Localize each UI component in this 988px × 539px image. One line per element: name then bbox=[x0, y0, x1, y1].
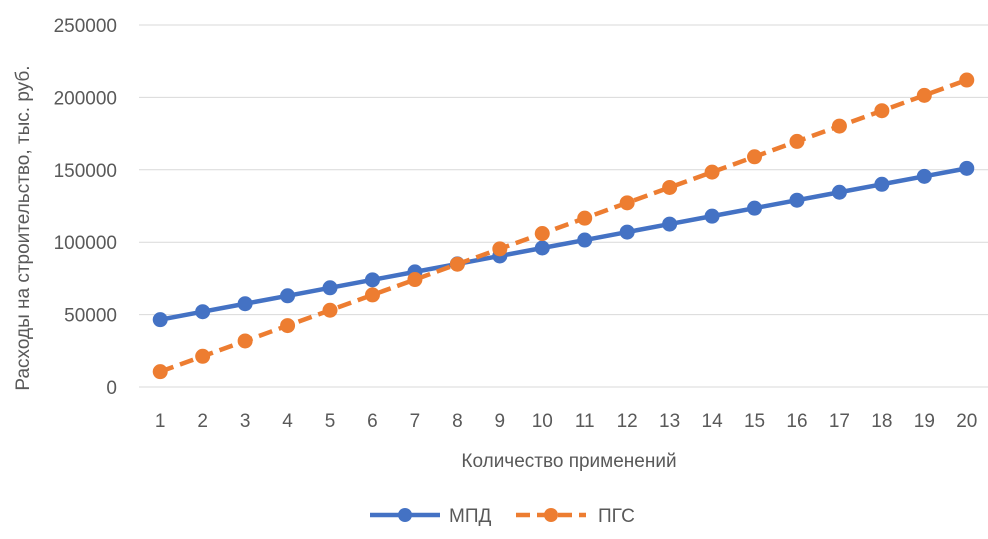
x-tick-label: 2 bbox=[197, 411, 208, 432]
data-point bbox=[619, 224, 635, 240]
data-point bbox=[789, 133, 805, 149]
data-point bbox=[364, 287, 380, 303]
data-point bbox=[577, 210, 593, 226]
data-point bbox=[747, 149, 763, 165]
data-point bbox=[195, 304, 211, 320]
data-point bbox=[364, 272, 380, 288]
legend-label-2: ПГС bbox=[598, 506, 635, 527]
x-tick-label: 15 bbox=[744, 411, 765, 432]
data-point bbox=[747, 200, 763, 216]
x-tick-label: 9 bbox=[495, 411, 506, 432]
x-tick-label: 8 bbox=[452, 411, 463, 432]
data-point bbox=[237, 333, 253, 349]
data-point bbox=[959, 160, 975, 176]
x-tick-label: 16 bbox=[786, 411, 807, 432]
data-point bbox=[492, 241, 508, 257]
data-point bbox=[662, 179, 678, 195]
legend-marker-1 bbox=[398, 508, 412, 522]
series-layer bbox=[152, 72, 975, 380]
legend: МПД ПГС bbox=[370, 506, 635, 527]
y-tick-label: 200000 bbox=[54, 88, 117, 109]
gridlines bbox=[139, 24, 988, 316]
y-axis-ticks: 0 50000 100000 150000 200000 250000 bbox=[54, 16, 117, 399]
data-point bbox=[280, 318, 296, 334]
data-point bbox=[322, 302, 338, 318]
y-tick-label: 50000 bbox=[64, 306, 117, 327]
data-point bbox=[831, 118, 847, 134]
data-point bbox=[534, 226, 550, 242]
x-tick-label: 17 bbox=[829, 411, 850, 432]
data-point bbox=[322, 280, 338, 296]
data-point bbox=[449, 256, 465, 272]
data-point bbox=[407, 272, 423, 288]
x-axis-label: Количество применений bbox=[461, 451, 676, 472]
y-tick-label: 150000 bbox=[54, 161, 117, 182]
x-tick-label: 4 bbox=[282, 411, 293, 432]
x-tick-label: 11 bbox=[575, 411, 595, 432]
x-tick-label: 20 bbox=[956, 411, 977, 432]
y-tick-label: 250000 bbox=[54, 16, 117, 37]
data-point bbox=[619, 195, 635, 211]
data-point bbox=[704, 164, 720, 180]
data-point bbox=[874, 176, 890, 192]
data-point bbox=[789, 192, 805, 208]
y-axis-label: Расходы на строительство, тыс. руб. bbox=[13, 65, 34, 390]
x-tick-label: 13 bbox=[659, 411, 680, 432]
x-tick-label: 18 bbox=[871, 411, 892, 432]
data-point bbox=[152, 364, 168, 380]
data-point bbox=[704, 208, 720, 224]
data-point bbox=[916, 168, 932, 184]
data-point bbox=[662, 216, 678, 232]
data-point bbox=[874, 103, 890, 119]
legend-marker-2 bbox=[544, 508, 558, 522]
y-tick-label: 100000 bbox=[54, 233, 117, 254]
data-point bbox=[959, 72, 975, 88]
x-tick-label: 14 bbox=[702, 411, 724, 432]
data-point bbox=[831, 184, 847, 200]
data-point bbox=[534, 240, 550, 256]
x-tick-label: 6 bbox=[367, 411, 378, 432]
data-point bbox=[916, 87, 932, 103]
x-tick-label: 12 bbox=[617, 411, 638, 432]
data-point bbox=[280, 288, 296, 304]
x-tick-label: 1 bbox=[155, 411, 166, 432]
x-tick-label: 7 bbox=[410, 411, 421, 432]
y-tick-label: 0 bbox=[106, 378, 117, 399]
x-tick-label: 19 bbox=[914, 411, 935, 432]
data-point bbox=[237, 296, 253, 312]
data-point bbox=[152, 312, 168, 328]
data-point bbox=[577, 232, 593, 248]
x-tick-label: 10 bbox=[532, 411, 553, 432]
data-point bbox=[195, 348, 211, 364]
series-line-2 bbox=[159, 77, 968, 374]
x-tick-label: 3 bbox=[240, 411, 251, 432]
x-axis-ticks: 1 2 3 4 5 6 7 8 9 10 11 12 13 14 15 16 17 18 19 20 bbox=[155, 411, 977, 432]
x-tick-label: 5 bbox=[325, 411, 336, 432]
legend-label-1: МПД bbox=[449, 506, 491, 527]
